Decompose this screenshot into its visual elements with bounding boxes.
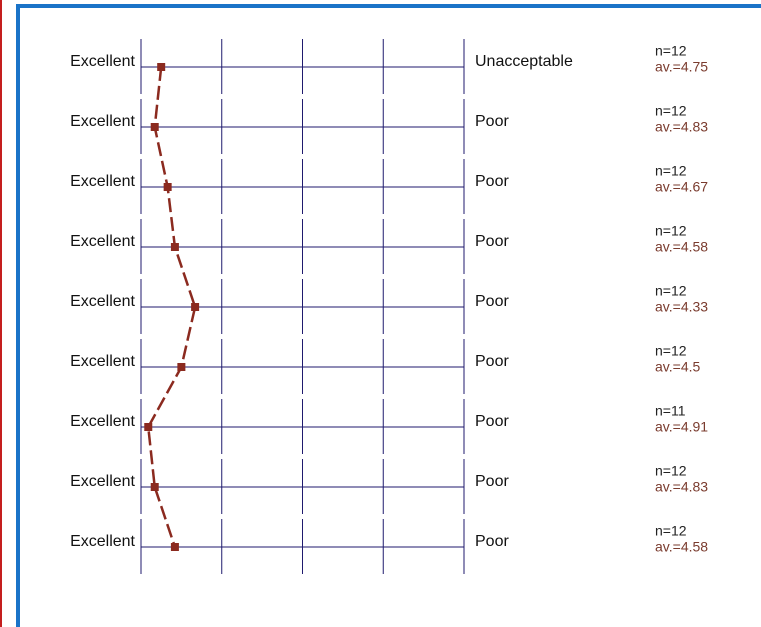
left-label: Excellent: [70, 233, 135, 250]
right-label: Poor: [475, 473, 509, 490]
point-marker: [170, 243, 179, 251]
left-label: Excellent: [70, 293, 135, 310]
left-label: Excellent: [70, 533, 135, 550]
n-label: n=12: [655, 283, 687, 299]
av-label: av.=4.58: [655, 239, 708, 255]
right-label: Poor: [475, 233, 509, 250]
av-label: av.=4.33: [655, 299, 708, 315]
av-label: av.=4.58: [655, 539, 708, 555]
point-marker: [157, 63, 166, 71]
av-label: av.=4.91: [655, 419, 708, 435]
point-marker: [177, 363, 186, 371]
point-marker: [144, 423, 153, 431]
n-label: n=12: [655, 103, 687, 119]
left-label: Excellent: [70, 173, 135, 190]
right-label: Poor: [475, 113, 509, 130]
right-label: Poor: [475, 353, 509, 370]
right-label: Poor: [475, 173, 509, 190]
n-label: n=12: [655, 163, 687, 179]
n-label: n=12: [655, 343, 687, 359]
right-label: Poor: [475, 533, 509, 550]
point-marker: [150, 123, 159, 131]
right-label: Poor: [475, 293, 509, 310]
left-label: Excellent: [70, 353, 135, 370]
n-label: n=12: [655, 43, 687, 59]
left-label: Excellent: [70, 53, 135, 70]
point-marker: [170, 543, 179, 551]
panel-frame: [16, 4, 761, 627]
right-label: Poor: [475, 413, 509, 430]
left-label: Excellent: [70, 473, 135, 490]
point-marker: [191, 303, 200, 311]
av-label: av.=4.5: [655, 359, 700, 375]
profile-line: [146, 66, 197, 548]
point-marker: [150, 483, 159, 491]
right-label: Unacceptable: [475, 53, 573, 70]
n-label: n=12: [655, 463, 687, 479]
n-label: n=12: [655, 223, 687, 239]
n-label: n=11: [655, 403, 686, 419]
point-marker: [163, 183, 172, 191]
left-label: Excellent: [70, 113, 135, 130]
av-label: av.=4.83: [655, 119, 708, 135]
left-label: Excellent: [70, 413, 135, 430]
av-label: av.=4.83: [655, 479, 708, 495]
n-label: n=12: [655, 523, 687, 539]
av-label: av.=4.75: [655, 59, 708, 75]
av-label: av.=4.67: [655, 179, 708, 195]
